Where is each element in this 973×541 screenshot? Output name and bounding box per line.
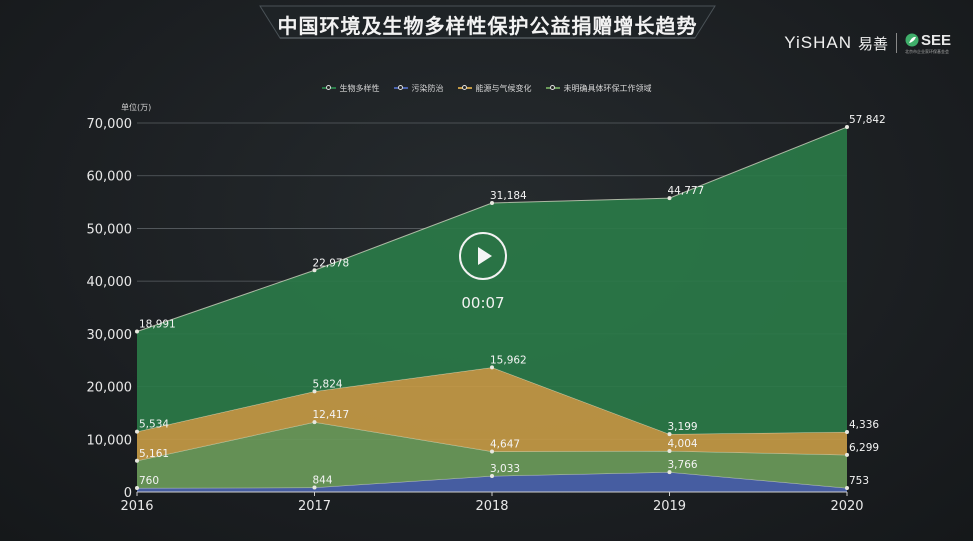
legend-label: 未明确具体环保工作领域	[563, 83, 652, 93]
play-button[interactable]	[459, 232, 507, 280]
data-point	[490, 474, 494, 479]
data-point	[845, 486, 849, 491]
data-label: 5,534	[139, 419, 169, 431]
x-tick-label: 2017	[298, 499, 331, 514]
yishan-logo-cn: 易善	[857, 34, 888, 53]
data-label: 3,033	[490, 463, 520, 475]
data-point	[312, 420, 317, 425]
data-label: 3,766	[668, 459, 698, 471]
data-label: 5,824	[313, 378, 343, 390]
area-能源与气候变化	[137, 367, 847, 461]
title-plate-border	[259, 5, 716, 39]
leaf-icon	[905, 33, 919, 47]
data-label: 844	[313, 475, 333, 487]
legend-item[interactable]: 生物多样性	[321, 83, 380, 94]
area-污染防治	[137, 472, 847, 492]
data-label: 753	[849, 475, 869, 487]
data-point	[667, 432, 672, 437]
data-label: 15,962	[490, 354, 527, 366]
see-logo-subtitle: 北京市企业家环保基金会	[904, 48, 949, 54]
y-tick-label: 0	[124, 486, 132, 501]
data-point	[312, 485, 317, 490]
data-point	[490, 200, 494, 205]
y-tick-label: 70,000	[87, 117, 133, 132]
data-label: 22,978	[313, 257, 350, 269]
data-point	[490, 449, 494, 454]
y-tick-label: 10,000	[87, 433, 133, 448]
data-point	[845, 125, 849, 130]
data-point	[667, 449, 672, 454]
data-label: 44,777	[668, 185, 705, 197]
area-生物多样性	[137, 127, 847, 435]
legend-item[interactable]: 未明确具体环保工作领域	[545, 83, 652, 94]
data-label: 12,417	[313, 409, 350, 421]
data-label: 4,336	[849, 419, 879, 431]
title-plate: 中国环境及生物多样性保护公益捐赠增长趋势	[250, 4, 725, 44]
x-tick-label: 2019	[653, 499, 686, 514]
chart-legend: 生物多样性 污染防治 能源与气候变化 未明确具体环保工作领域	[0, 80, 973, 96]
data-point	[845, 452, 849, 457]
data-point	[135, 329, 139, 334]
data-point	[312, 389, 317, 394]
see-logo: SEE 北京市企业家环保基金会	[905, 32, 951, 55]
y-axis-unit: 单位(万)	[121, 103, 152, 112]
brand-logos: YiSHAN 易善 SEE 北京市企业家环保基金会	[784, 28, 951, 58]
x-tick-label: 2018	[475, 499, 508, 514]
data-point	[135, 485, 139, 490]
yishan-logo: YiSHAN	[784, 33, 852, 52]
page-title: 中国环境及生物多样性保护公益捐赠增长趋势	[277, 14, 698, 38]
x-tick-label: 2020	[830, 499, 863, 514]
data-point	[667, 196, 672, 201]
brand-divider	[895, 33, 897, 53]
legend-swatch	[393, 85, 408, 90]
data-label: 57,842	[849, 114, 886, 126]
y-tick-label: 30,000	[87, 328, 133, 343]
data-label: 5,161	[139, 448, 169, 460]
data-point	[490, 365, 494, 370]
legend-label: 生物多样性	[339, 83, 380, 93]
legend-swatch	[457, 85, 472, 90]
data-label: 6,299	[849, 442, 879, 454]
legend-swatch	[321, 85, 336, 90]
see-logo-text: SEE	[920, 31, 951, 49]
data-point	[667, 470, 672, 475]
data-label: 760	[139, 475, 159, 487]
legend-item[interactable]: 污染防治	[393, 83, 444, 94]
legend-label: 能源与气候变化	[475, 83, 532, 93]
data-label: 18,991	[139, 319, 176, 331]
data-label: 4,647	[490, 439, 520, 451]
data-label: 31,184	[490, 190, 527, 202]
data-point	[135, 429, 139, 434]
y-tick-label: 20,000	[87, 381, 133, 396]
legend-swatch	[545, 85, 560, 90]
data-label: 4,004	[668, 438, 698, 450]
play-icon	[478, 247, 492, 265]
data-point	[135, 458, 139, 463]
data-point	[312, 268, 317, 273]
y-tick-label: 60,000	[87, 170, 133, 185]
legend-item[interactable]: 能源与气候变化	[457, 83, 532, 94]
legend-label: 污染防治	[411, 83, 444, 93]
data-point	[845, 429, 849, 434]
video-timer: 00:07	[461, 294, 505, 312]
y-tick-label: 50,000	[87, 222, 133, 237]
x-tick-label: 2016	[120, 499, 153, 514]
y-tick-label: 40,000	[87, 275, 133, 290]
data-label: 3,199	[668, 421, 698, 433]
